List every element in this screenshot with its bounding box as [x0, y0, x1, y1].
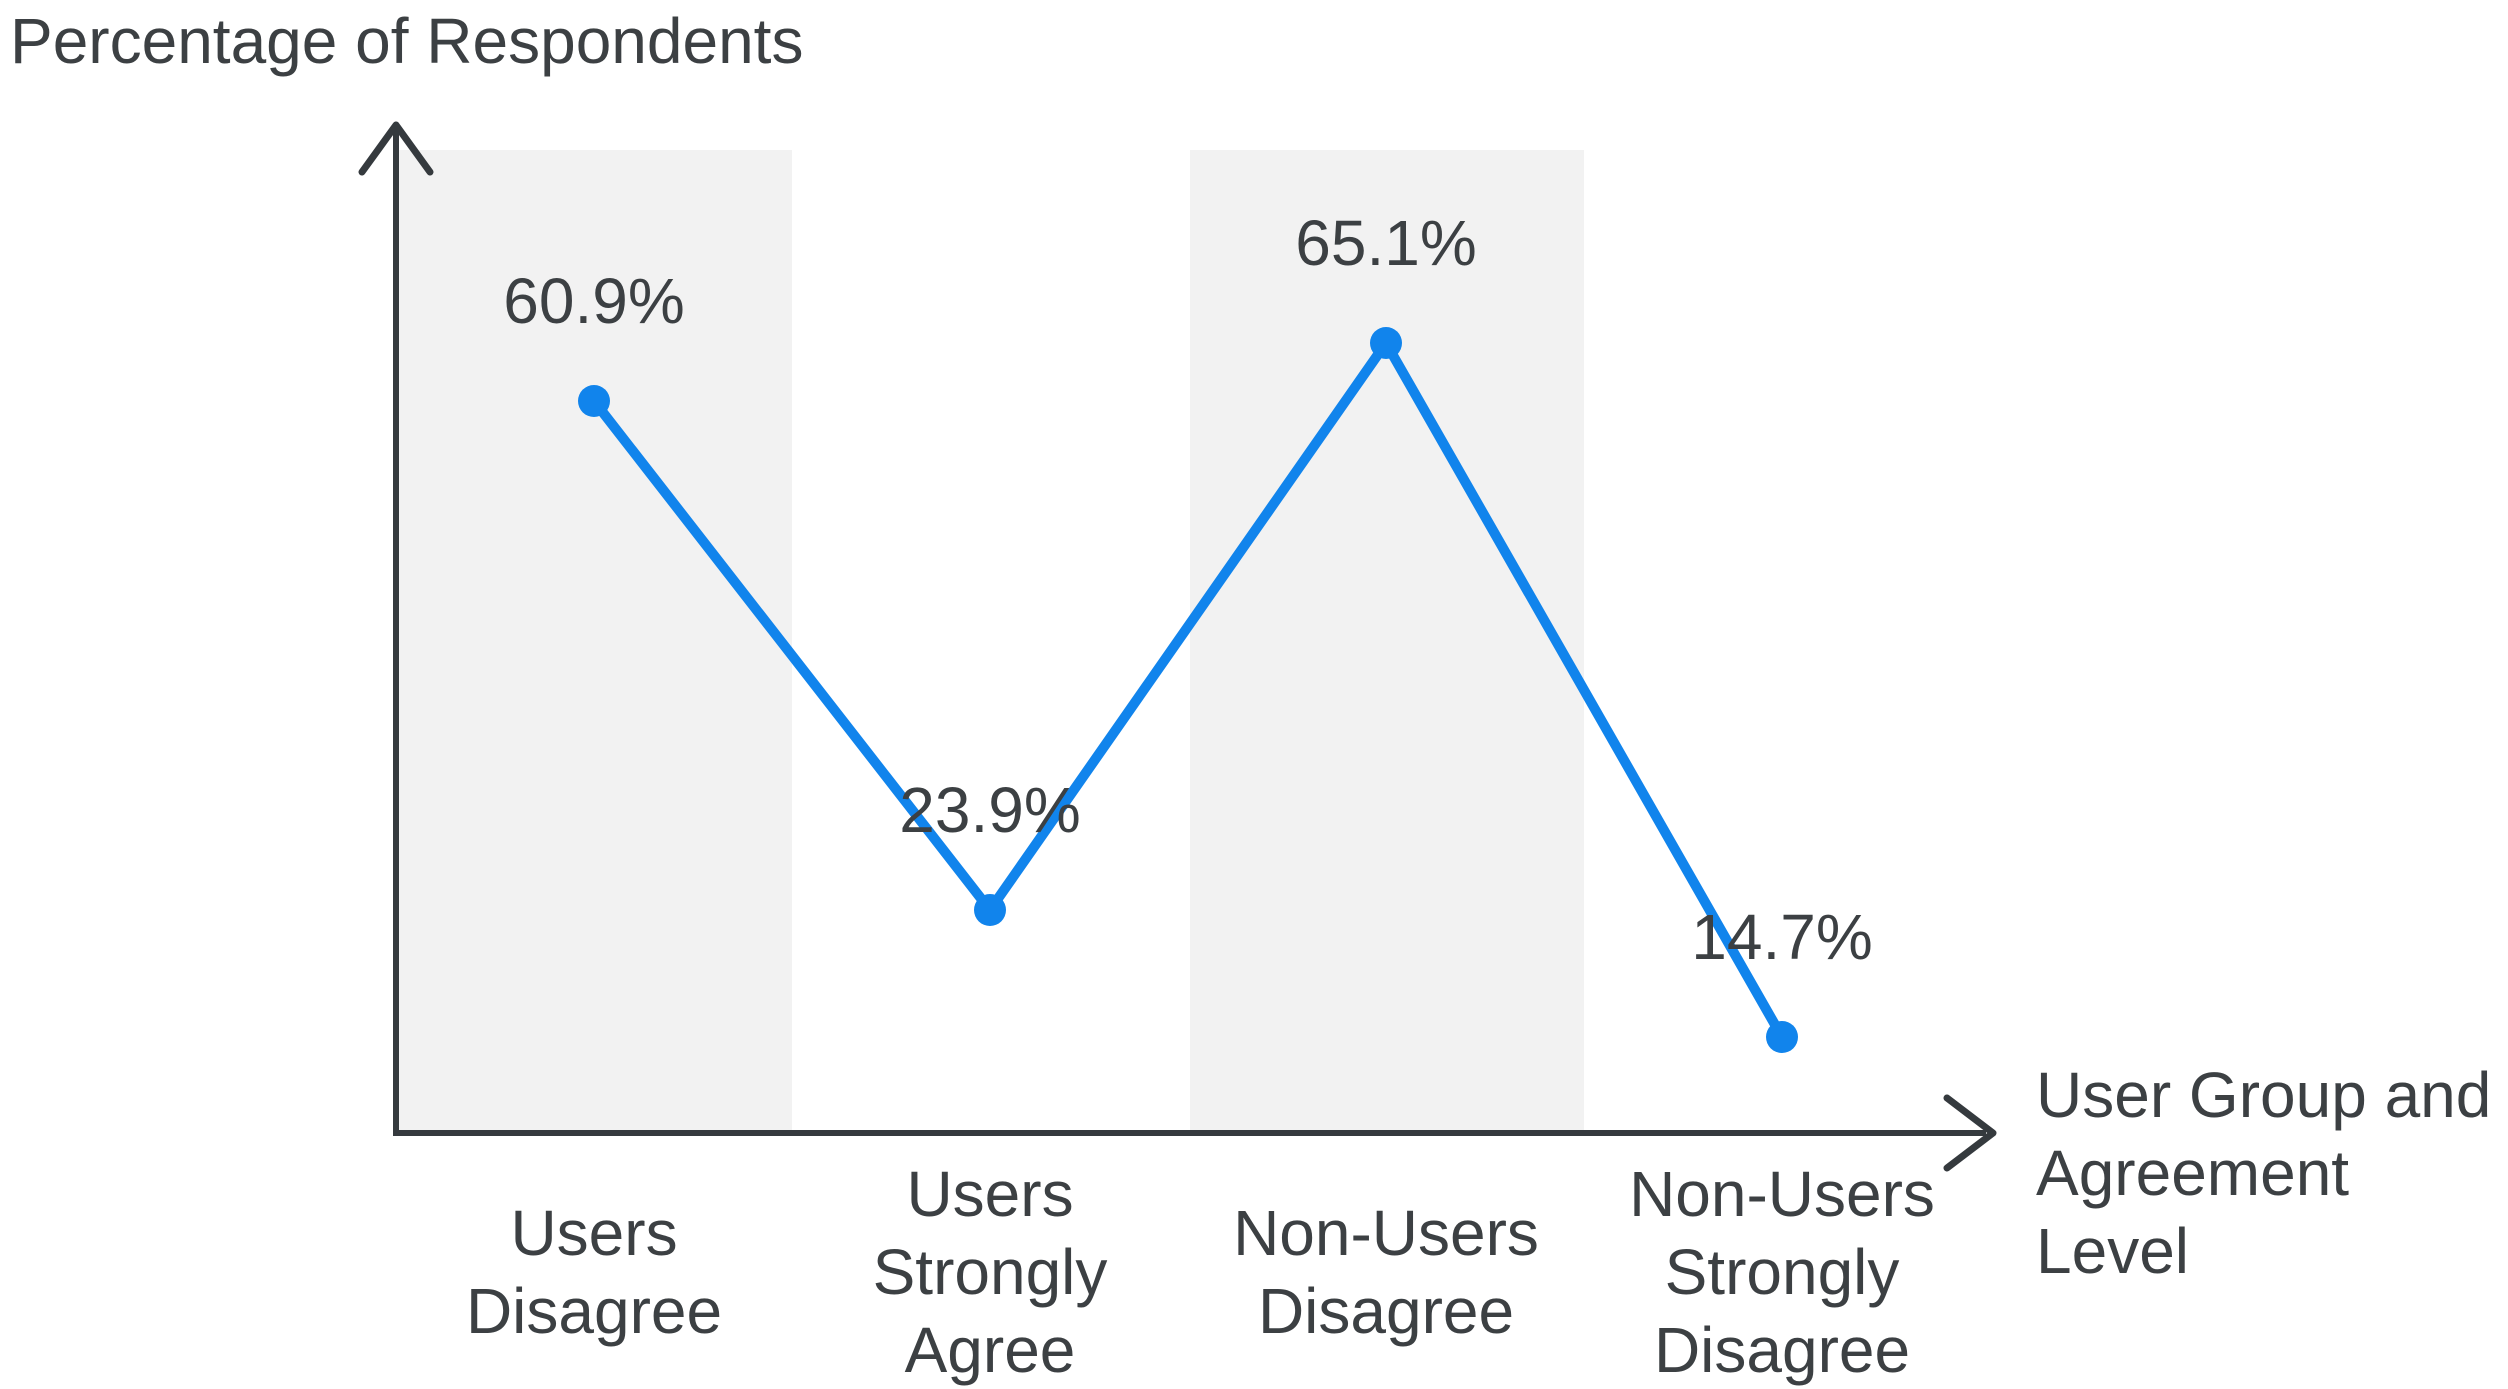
data-point [974, 894, 1006, 926]
highlight-band [1190, 150, 1584, 1130]
data-points [578, 327, 1798, 1053]
category-label: Users Strongly Agree [872, 1158, 1108, 1386]
data-point-value-label: 14.7% [1691, 901, 1873, 973]
category-label: Users Disagree [465, 1197, 723, 1347]
data-point [578, 385, 610, 417]
data-point-value-label: 60.9% [503, 265, 685, 337]
data-line [589, 338, 1787, 1042]
category-label: Non-Users Disagree [1233, 1197, 1539, 1347]
category-label: Non-Users Strongly Disagree [1629, 1158, 1935, 1386]
data-point [1766, 1021, 1798, 1053]
y-axis-title: Percentage of Respondents [10, 5, 804, 77]
highlight-band [398, 150, 792, 1130]
y-axis-arrowhead [358, 121, 434, 176]
data-point-value-label: 65.1% [1295, 207, 1477, 279]
data-point-value-label: 23.9% [899, 774, 1081, 846]
axes [358, 121, 1997, 1172]
x-axis-arrowhead [1943, 1094, 1997, 1172]
x-axis-title: User Group and Agreement Level [2036, 1059, 2492, 1287]
data-point [1370, 327, 1402, 359]
category-highlight-bands [398, 150, 1584, 1130]
